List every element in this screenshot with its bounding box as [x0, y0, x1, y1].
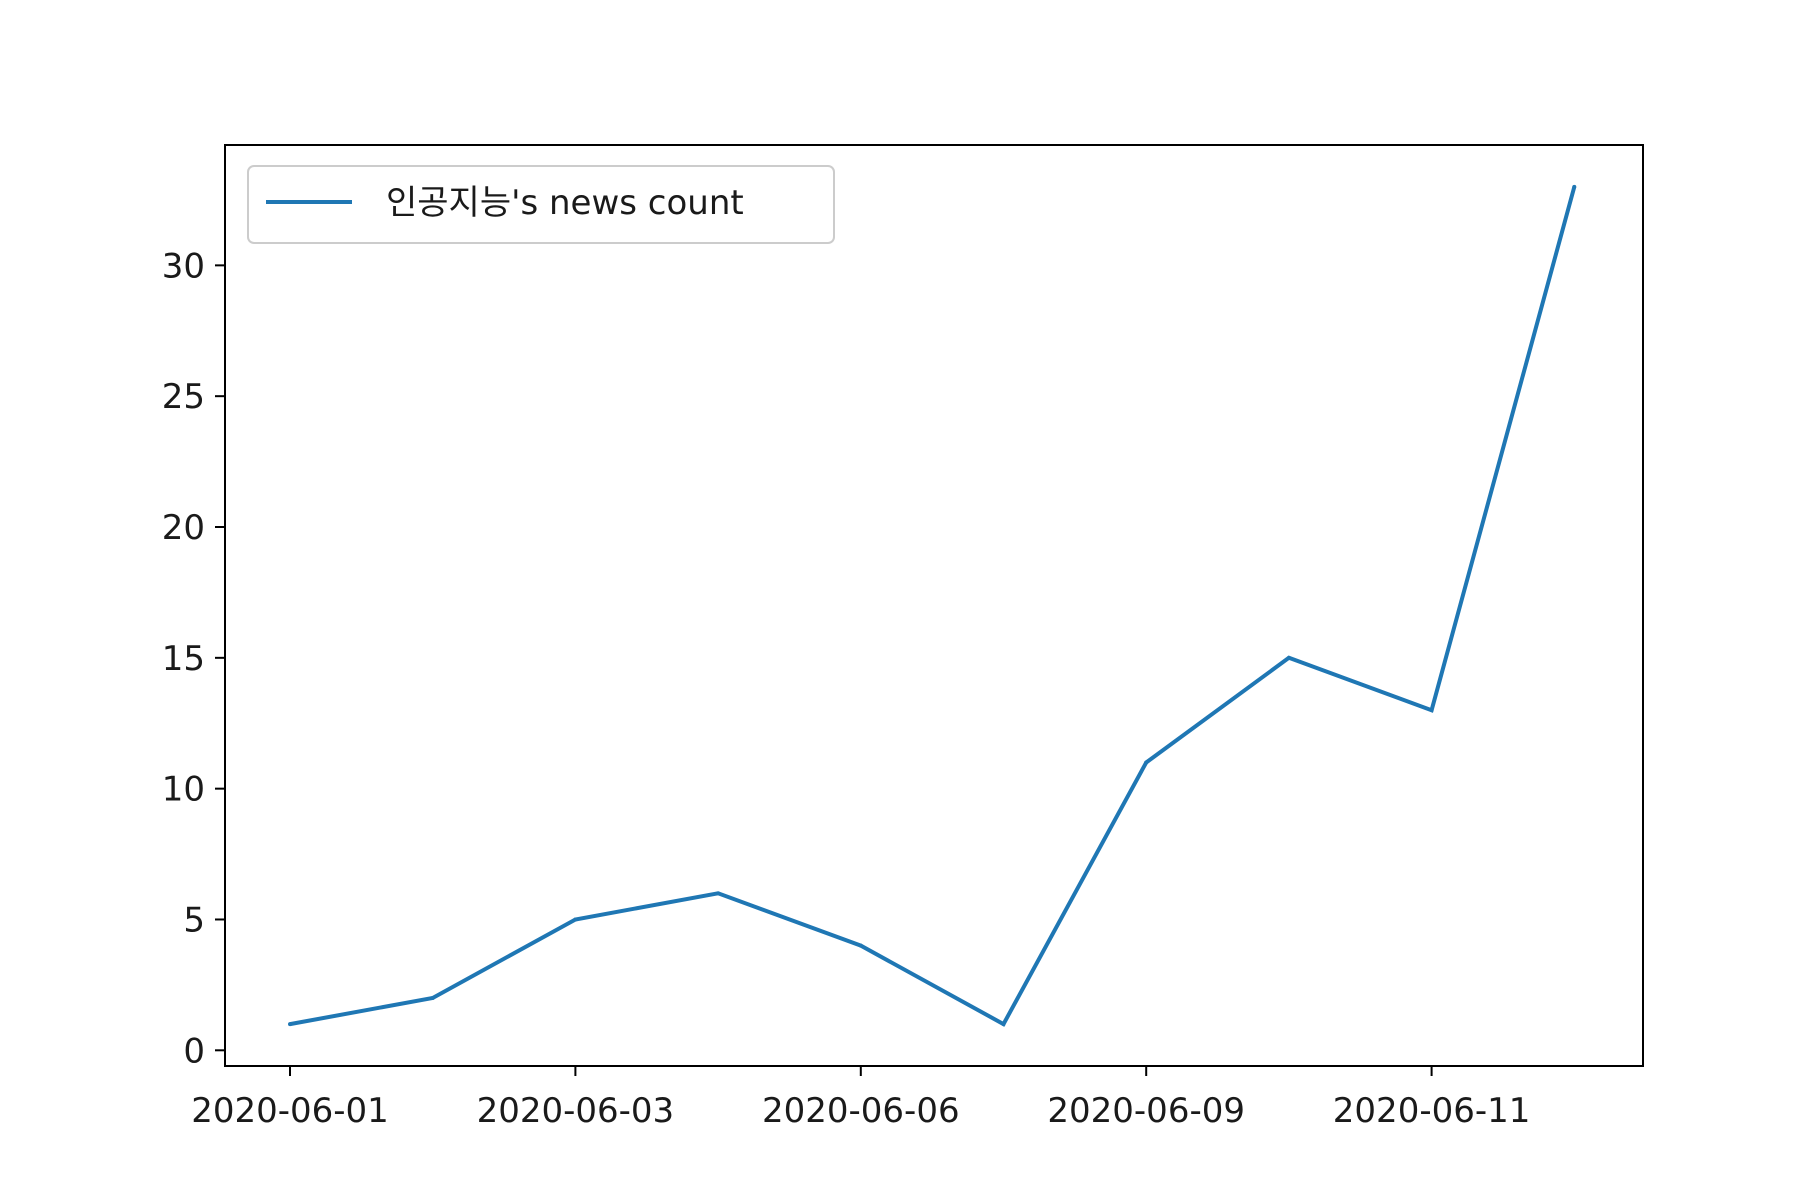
x-tick-label: 2020-06-01 — [191, 1091, 389, 1131]
y-tick-label: 20 — [162, 508, 205, 548]
y-tick-label: 5 — [183, 900, 205, 940]
legend-box — [247, 165, 835, 244]
x-tick-label: 2020-06-06 — [762, 1091, 960, 1131]
x-tick-label: 2020-06-09 — [1047, 1091, 1245, 1131]
y-tick-label: 10 — [162, 770, 205, 810]
y-tick-label: 25 — [162, 377, 205, 417]
y-tick-label: 30 — [162, 246, 205, 286]
y-tick-label: 0 — [183, 1031, 205, 1071]
legend: 인공지능's news count — [247, 165, 835, 244]
x-tick-label: 2020-06-11 — [1333, 1091, 1531, 1131]
series-layer — [288, 184, 1577, 1027]
x-axis: 2020-06-01 2020-06-03 2020-06-06 2020-06-09… — [191, 1066, 1530, 1131]
data-point — [430, 995, 435, 1000]
data-point — [1144, 760, 1149, 765]
data-point — [573, 917, 578, 922]
y-axis: 0 5 10 15 20 25 30 — [162, 246, 225, 1071]
data-point — [1001, 1022, 1006, 1027]
data-point — [1286, 655, 1291, 660]
data-point — [288, 1022, 292, 1027]
legend-label: 인공지능's news count — [386, 183, 744, 223]
data-point — [716, 891, 721, 896]
plot-frame — [224, 144, 1644, 1067]
series-line — [289, 186, 1577, 1027]
data-point — [1572, 184, 1577, 189]
x-tick-label: 2020-06-03 — [477, 1091, 675, 1131]
data-point — [858, 943, 863, 948]
y-tick-label: 15 — [162, 639, 205, 679]
data-point — [1429, 708, 1434, 713]
